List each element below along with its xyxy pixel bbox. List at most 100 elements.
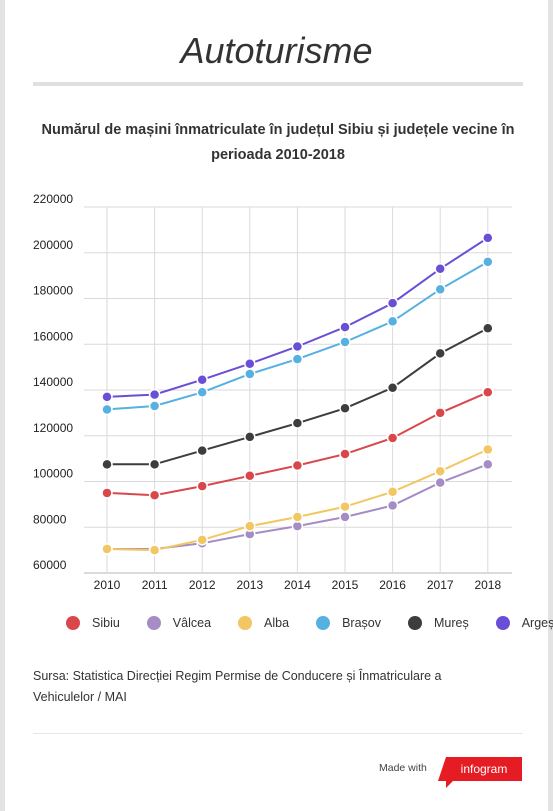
chart-title-line-1: Numărul de mașini înmatriculate în județ… — [41, 122, 515, 138]
made-with-label: Made with — [379, 762, 427, 774]
legend-label: Sibiu — [92, 616, 120, 630]
data-point — [339, 511, 351, 523]
x-tick-label: 2013 — [236, 578, 263, 592]
data-point — [196, 386, 208, 399]
y-tick-label: 120000 — [33, 421, 73, 435]
data-point — [482, 458, 494, 471]
infogram-brand-text: infogram — [460, 762, 508, 776]
y-tick-label: 180000 — [33, 284, 73, 298]
data-point — [101, 403, 113, 416]
data-point — [386, 432, 399, 444]
y-tick-label: 140000 — [33, 375, 73, 389]
data-point — [386, 297, 399, 309]
data-point — [482, 443, 494, 456]
page-title: Autoturisme — [180, 30, 373, 71]
x-tick-label: 2012 — [189, 578, 216, 592]
data-point — [482, 322, 494, 334]
data-point — [101, 487, 113, 499]
data-point — [196, 480, 208, 492]
legend-item[interactable]: Vâlcea — [146, 616, 212, 630]
data-point — [434, 476, 446, 489]
data-point — [244, 470, 256, 482]
data-point — [386, 486, 399, 498]
y-axis-ticks: 220000 200000 180000 160000 140000 120000 1000… — [33, 192, 73, 572]
data-point — [196, 373, 208, 386]
data-point — [434, 263, 446, 275]
data-point — [482, 256, 494, 268]
frame-left — [0, 0, 5, 811]
data-point — [291, 511, 304, 523]
data-point — [339, 500, 351, 513]
data-point — [386, 315, 399, 328]
data-point — [386, 381, 399, 394]
data-point — [244, 431, 256, 443]
data-point — [482, 232, 494, 244]
source-line-1: Sursa: Statistica Direcției Regim Permis… — [33, 669, 442, 683]
y-tick-label: 100000 — [33, 467, 73, 481]
data-point — [196, 444, 208, 457]
x-tick-label: 2018 — [474, 578, 501, 592]
data-point — [291, 353, 304, 365]
legend-label: Alba — [264, 616, 290, 630]
data-point — [339, 336, 351, 348]
infogram-badge[interactable]: infogram — [438, 757, 522, 781]
x-tick-label: 2017 — [427, 578, 454, 592]
data-point — [434, 465, 446, 477]
data-point — [386, 499, 399, 512]
legend-swatch — [238, 616, 253, 630]
line-chart: 220000 200000 180000 160000 140000 120000 1000… — [33, 192, 512, 592]
data-point — [244, 368, 256, 380]
data-point — [196, 534, 208, 546]
data-point — [434, 347, 446, 360]
data-point — [291, 417, 304, 429]
legend-item[interactable]: Alba — [238, 616, 289, 630]
y-tick-label: 60000 — [33, 558, 67, 572]
data-point — [339, 402, 351, 415]
chart-title-line-2: perioada 2010-2018 — [211, 147, 345, 163]
data-point — [148, 458, 161, 471]
y-tick-label: 160000 — [33, 329, 73, 343]
legend-item[interactable]: Mureș — [407, 616, 469, 630]
data-point — [482, 386, 494, 399]
data-point — [101, 391, 113, 403]
x-tick-label: 2011 — [142, 578, 168, 592]
data-point — [291, 340, 304, 353]
legend-swatch — [146, 616, 161, 630]
data-point — [101, 458, 113, 471]
footer-divider — [33, 733, 523, 734]
data-point — [148, 544, 161, 556]
legend-swatch — [66, 616, 80, 630]
legend-label: Argeș — [521, 616, 553, 630]
y-tick-label: 80000 — [33, 512, 67, 526]
title-divider — [33, 82, 523, 86]
data-point — [101, 543, 113, 555]
x-tick-label: 2010 — [94, 578, 121, 592]
y-tick-label: 200000 — [33, 238, 73, 252]
data-point — [434, 283, 446, 296]
data-point — [244, 357, 256, 370]
data-point — [148, 400, 161, 412]
infogram-badge-tail — [446, 781, 453, 788]
x-tick-label: 2015 — [332, 578, 359, 592]
data-point — [339, 321, 351, 333]
y-tick-label: 220000 — [33, 192, 73, 206]
chart-legend: Sibiu Vâlcea Alba Brașov Mureș Argeș — [66, 616, 553, 630]
x-tick-label: 2016 — [379, 578, 406, 592]
legend-item[interactable]: Argeș — [495, 616, 553, 630]
source-line-2: Vehiculelor / MAI — [33, 690, 127, 704]
legend-label: Vâlcea — [172, 616, 212, 630]
frame-right — [548, 0, 553, 811]
legend-swatch — [316, 616, 331, 630]
data-point — [291, 459, 304, 472]
data-point — [148, 388, 161, 401]
legend-item[interactable]: Sibiu — [66, 616, 120, 630]
legend-item[interactable]: Brașov — [316, 616, 381, 630]
series-points — [101, 232, 494, 556]
legend-swatch — [495, 616, 510, 630]
x-tick-label: 2014 — [284, 578, 311, 592]
source-note: Sursa: Statistica Direcției Regim Permis… — [33, 666, 503, 708]
data-point — [434, 407, 446, 419]
data-point — [244, 520, 256, 532]
x-axis-ticks: 2010 2011 2012 2013 2014 2015 2016 2017 2018 — [94, 578, 502, 592]
legend-label: Mureș — [433, 616, 469, 630]
